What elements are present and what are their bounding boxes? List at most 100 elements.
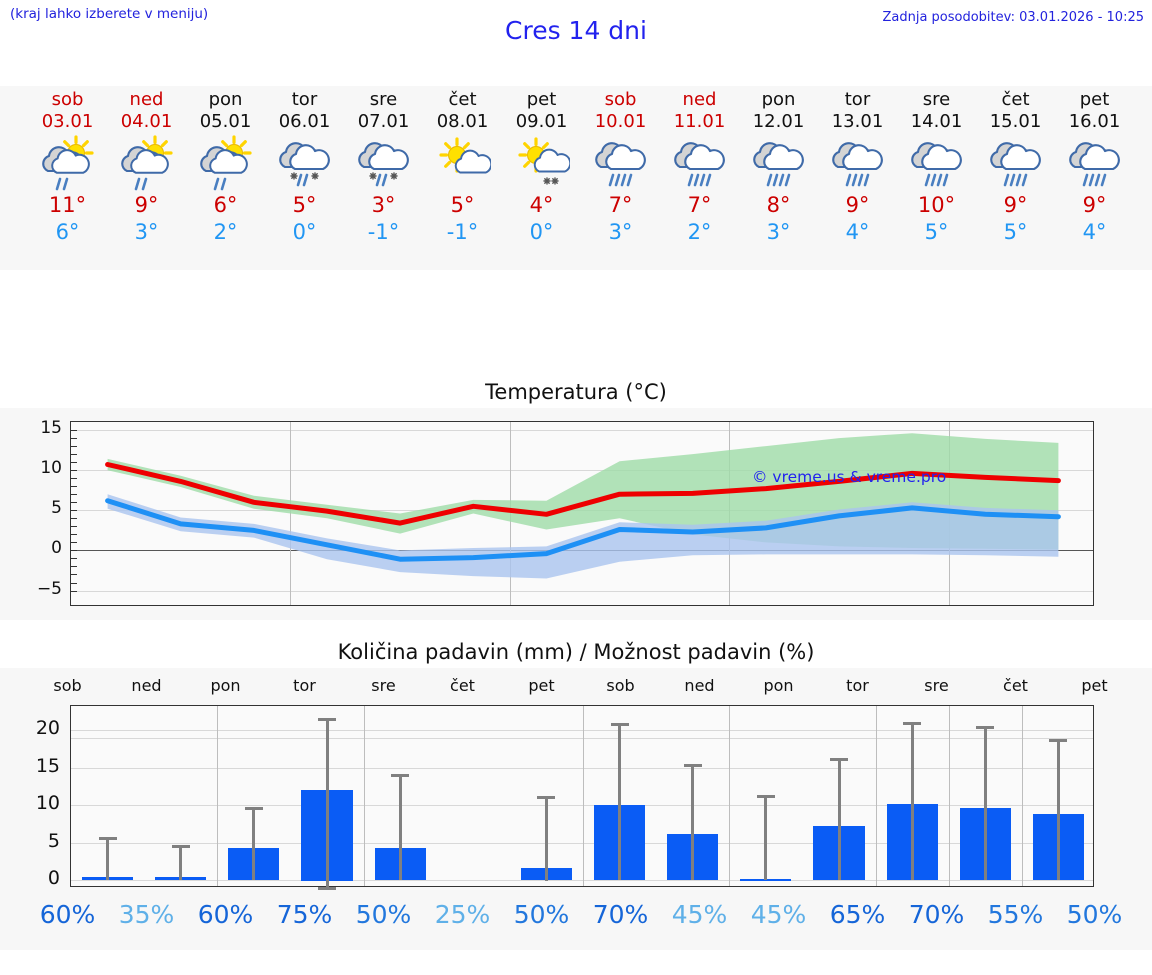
cloud-rain-icon [976,135,1055,191]
temperature-axis-tick [71,526,77,528]
precipitation-probability-label: 45% [750,900,807,929]
precipitation-gridline [71,842,1093,844]
precipitation-probability-label: 70% [592,900,649,929]
precipitation-error-bar [325,718,329,887]
day-date-label: 09.01 [515,111,568,132]
temperature-gridline [71,430,1093,432]
precipitation-error-cap [976,725,995,729]
day-date-label: 06.01 [278,111,331,132]
sun-cloud-rain-icon [107,135,186,191]
max-temperature-value: 7° [687,193,712,217]
day-column[interactable]: ned 04.01 9° 3° [107,86,186,270]
precipitation-error-cap [171,845,190,849]
day-column[interactable]: pon 05.01 6° 2° [186,86,265,270]
max-temperature-value: 5° [450,193,475,217]
day-column[interactable]: sob 03.01 11° 6° [28,86,107,270]
day-date-label: 16.01 [1068,111,1121,132]
day-column[interactable]: ned 11.01 7° 2° [660,86,739,270]
day-of-week-label: ned [682,89,717,110]
precipitation-chart-title: Količina padavin (mm) / Možnost padavin … [0,640,1152,664]
max-temperature-value: 3° [371,193,396,217]
temperature-axis-tick [71,430,77,432]
day-of-week-label: pet [1079,89,1110,110]
day-column[interactable]: sre 07.01 3° -1° [344,86,423,270]
cloud-rain-snow-icon [344,135,423,191]
precipitation-gridline [71,730,1093,732]
day-of-week-label: pon [761,89,796,110]
temperature-axis-tick [71,462,77,464]
max-temperature-value: 9° [1082,193,1107,217]
day-column[interactable]: pon 12.01 8° 3° [739,86,818,270]
precipitation-probability-label: 50% [355,900,412,929]
precipitation-plot-area [70,705,1094,890]
page-title: Cres 14 dni [505,16,647,45]
min-temperature-value: 3° [766,220,791,244]
day-of-week-label: pet [526,89,557,110]
precipitation-error-cap [244,806,263,810]
precipitation-error-cap [537,795,556,799]
temperature-axis-tick [71,510,77,512]
temperature-gridline [71,470,1093,472]
precipitation-error-bar [252,806,256,881]
precipitation-gridline [71,805,1093,807]
day-date-label: 04.01 [120,111,173,132]
last-updated-text: Zadnja posodobitev: 03.01.2026 - 10:25 [882,10,1144,25]
day-column[interactable]: sre 14.01 10° 5° [897,86,976,270]
precipitation-probability-label: 50% [513,900,570,929]
daily-forecast-strip: sob 03.01 11° 6° ned 04.01 9° 3° pon 05.01 6° 2°… [0,86,1152,270]
day-column[interactable]: tor 06.01 5° 0° [265,86,344,270]
day-column[interactable]: čet 15.01 9° 5° [976,86,1055,270]
precipitation-error-bar [179,845,183,881]
temperature-y-axis-label: 5 [51,498,62,519]
cloud-rain-snow-icon [265,135,344,191]
temperature-axis-tick [71,494,77,496]
precipitation-probability-label: 55% [987,900,1044,929]
day-column[interactable]: sob 10.01 7° 3° [581,86,660,270]
day-column[interactable]: tor 13.01 9° 4° [818,86,897,270]
min-temperature-value: 5° [924,220,949,244]
sun-cloud-rain-icon [186,135,265,191]
sun-cloud-icon [423,135,502,191]
precipitation-y-axis-label: 15 [35,754,60,777]
temperature-y-axis-label: −5 [36,578,62,599]
temperature-axis-tick [71,550,77,552]
precipitation-error-cap [683,763,702,767]
precipitation-probability-label: 60% [39,900,96,929]
min-temperature-value: 4° [845,220,870,244]
precipitation-gridline-vertical [729,706,731,886]
max-temperature-value: 9° [1003,193,1028,217]
precipitation-probability-label: 65% [829,900,886,929]
temperature-axis-tick [71,534,77,536]
precipitation-error-cap [903,721,922,725]
day-column[interactable]: pet 09.01 4° 0° [502,86,581,270]
day-of-week-label: tor [291,89,318,110]
precipitation-day-label: sob [606,676,635,695]
max-temperature-value: 9° [845,193,870,217]
precipitation-gridline [71,880,1093,882]
day-of-week-label: tor [844,89,871,110]
copyright-watermark: © vreme.us & vreme.pro [752,468,947,486]
precipitation-error-cap [391,774,410,778]
temperature-axis-tick [71,542,77,544]
precipitation-error-bar [106,836,110,881]
precipitation-gridline-vertical [363,706,365,886]
precipitation-gridline [71,737,1093,739]
day-column[interactable]: pet 16.01 9° 4° [1055,86,1134,270]
precipitation-day-label: tor [846,676,869,695]
day-date-label: 13.01 [831,111,884,132]
precipitation-gridline-vertical [1021,706,1023,886]
precipitation-error-bar [983,725,987,881]
cloud-rain-icon [739,135,818,191]
precipitation-error-bar [398,774,402,881]
precipitation-gridline [71,767,1093,769]
precipitation-probability-label: 25% [434,900,491,929]
temperature-axis-tick [71,438,77,440]
precipitation-y-axis-label: 20 [35,717,60,740]
precipitation-gridline-vertical [875,706,877,886]
temperature-series-overlay [105,433,1061,579]
day-column[interactable]: čet 08.01 5° -1° [423,86,502,270]
temperature-axis-tick [71,454,77,456]
day-of-week-label: sob [51,89,84,110]
precipitation-error-bar [691,763,695,881]
